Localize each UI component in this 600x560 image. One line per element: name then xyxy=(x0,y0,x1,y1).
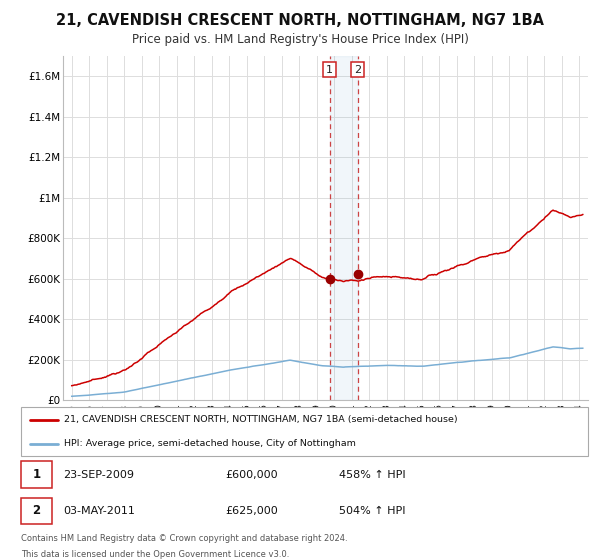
Text: 458% ↑ HPI: 458% ↑ HPI xyxy=(338,470,405,479)
Text: 2: 2 xyxy=(32,505,41,517)
Bar xyxy=(329,56,358,400)
Text: 2: 2 xyxy=(354,64,361,74)
Text: This data is licensed under the Open Government Licence v3.0.: This data is licensed under the Open Gov… xyxy=(21,550,289,559)
FancyBboxPatch shape xyxy=(21,407,588,456)
Text: HPI: Average price, semi-detached house, City of Nottingham: HPI: Average price, semi-detached house,… xyxy=(64,439,355,448)
FancyBboxPatch shape xyxy=(21,498,52,524)
Text: £625,000: £625,000 xyxy=(225,506,278,516)
Text: 1: 1 xyxy=(32,468,41,481)
Text: £600,000: £600,000 xyxy=(225,470,278,479)
Text: 03-MAY-2011: 03-MAY-2011 xyxy=(64,506,136,516)
Text: Contains HM Land Registry data © Crown copyright and database right 2024.: Contains HM Land Registry data © Crown c… xyxy=(21,534,347,543)
FancyBboxPatch shape xyxy=(21,461,52,488)
Text: 504% ↑ HPI: 504% ↑ HPI xyxy=(338,506,405,516)
Text: 21, CAVENDISH CRESCENT NORTH, NOTTINGHAM, NG7 1BA: 21, CAVENDISH CRESCENT NORTH, NOTTINGHAM… xyxy=(56,13,544,28)
Text: Price paid vs. HM Land Registry's House Price Index (HPI): Price paid vs. HM Land Registry's House … xyxy=(131,32,469,46)
Text: 23-SEP-2009: 23-SEP-2009 xyxy=(64,470,134,479)
Text: 1: 1 xyxy=(326,64,333,74)
Text: 21, CAVENDISH CRESCENT NORTH, NOTTINGHAM, NG7 1BA (semi-detached house): 21, CAVENDISH CRESCENT NORTH, NOTTINGHAM… xyxy=(64,416,457,424)
